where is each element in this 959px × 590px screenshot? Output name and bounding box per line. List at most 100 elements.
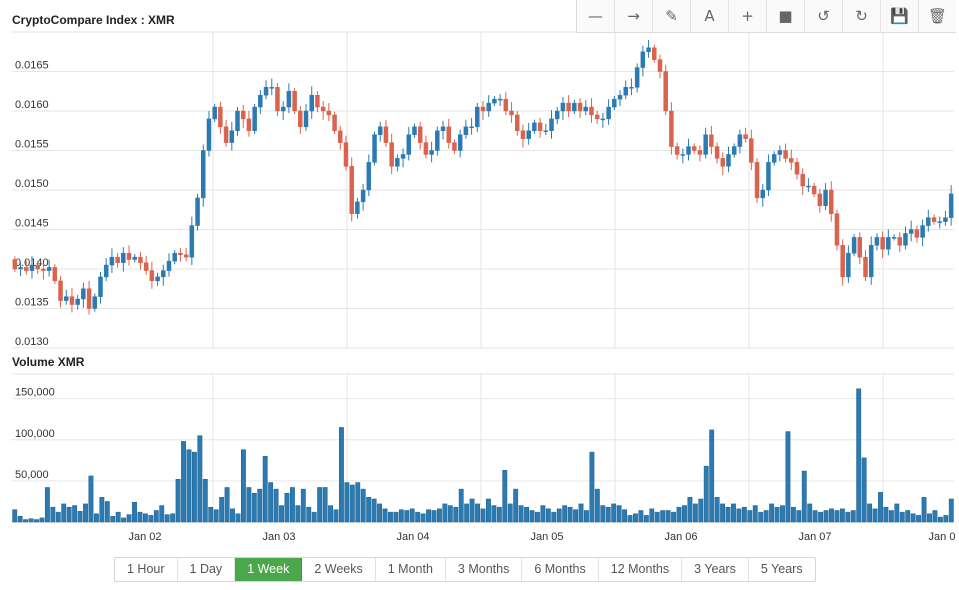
- candle: [98, 271, 103, 304]
- range-button[interactable]: 1 Month: [376, 558, 446, 581]
- candle: [857, 232, 863, 265]
- candle: [92, 293, 98, 312]
- range-button[interactable]: 1 Hour: [115, 558, 178, 581]
- range-button[interactable]: 3 Months: [446, 558, 523, 581]
- drawing-toolbar: — → ✎ A + ■ ↺ ↻ 💾 🗑: [576, 0, 956, 33]
- volume-bar: [306, 506, 312, 523]
- candle: [840, 239, 845, 286]
- volume-bar: [780, 505, 785, 523]
- candle: [155, 272, 160, 286]
- volume-bar: [279, 505, 284, 523]
- candle: [920, 219, 925, 247]
- range-button[interactable]: 5 Years: [760, 562, 803, 576]
- volume-bar: [257, 488, 263, 523]
- volume-bar: [262, 455, 268, 523]
- candle: [18, 262, 23, 276]
- x-tick-label: Jan 05: [530, 531, 563, 543]
- candle: [423, 135, 429, 159]
- volume-bar: [649, 508, 655, 523]
- volume-bar: [545, 508, 551, 523]
- candle: [680, 148, 686, 164]
- candle: [286, 83, 292, 114]
- volume-bar: [28, 518, 34, 523]
- candle: [703, 127, 708, 159]
- volume-bar: [905, 510, 911, 523]
- plus-icon[interactable]: +: [729, 0, 767, 32]
- volume-tick-label: 100,000: [15, 428, 55, 440]
- price-tick-label: 0.0155: [15, 139, 49, 151]
- candle: [292, 88, 297, 115]
- chart-area: CryptoCompare Index : XMR 0.0130 0.0135 0.…: [12, 13, 955, 543]
- candle: [794, 158, 800, 180]
- candle: [600, 112, 606, 128]
- volume-bar: [834, 510, 840, 523]
- candle: [223, 119, 229, 147]
- volume-bar: [584, 510, 589, 523]
- volume-bar: [224, 487, 230, 523]
- volume-bar: [518, 505, 524, 523]
- candle: [583, 100, 589, 116]
- volume-bar: [932, 510, 938, 523]
- volume-bar: [682, 505, 687, 523]
- candle: [149, 261, 155, 289]
- volume-bar: [709, 429, 715, 523]
- candle: [463, 119, 469, 139]
- candle: [937, 216, 942, 229]
- undo-icon[interactable]: ↺: [805, 0, 843, 32]
- range-button[interactable]: 1 Day: [178, 558, 236, 581]
- volume-bar: [698, 498, 704, 523]
- text-icon[interactable]: A: [691, 0, 729, 32]
- candle: [554, 106, 560, 124]
- range-button[interactable]: 6 Months: [522, 558, 599, 581]
- volume-bar: [317, 487, 323, 523]
- candle: [537, 117, 543, 138]
- range-button[interactable]: 3 Years: [682, 558, 749, 581]
- volume-bar: [676, 506, 682, 523]
- candle: [315, 91, 320, 113]
- volume-bar: [818, 511, 824, 523]
- candle: [383, 119, 389, 147]
- trash-icon[interactable]: 🗑: [927, 7, 948, 25]
- candle: [178, 248, 183, 262]
- volume-bar: [529, 510, 535, 523]
- candle: [412, 123, 417, 138]
- candle: [709, 125, 714, 155]
- candle: [212, 103, 217, 123]
- arrow-right-icon[interactable]: →: [615, 0, 653, 32]
- stop-icon[interactable]: ■: [767, 0, 805, 32]
- x-tick-label: Jan 07: [798, 531, 831, 543]
- volume-bar: [88, 475, 94, 523]
- volume-bar: [731, 503, 736, 523]
- candle: [349, 157, 354, 222]
- range-button[interactable]: 12 Months: [599, 558, 683, 581]
- volume-bar: [921, 497, 927, 523]
- candle: [303, 104, 309, 131]
- candle: [132, 253, 137, 263]
- volume-bar: [790, 506, 796, 523]
- candle: [663, 64, 668, 116]
- volume-bar: [671, 511, 677, 523]
- candle: [800, 168, 805, 195]
- candle: [469, 117, 474, 135]
- candle: [657, 54, 663, 79]
- candle: [52, 264, 58, 285]
- pencil-icon[interactable]: ✎: [653, 0, 691, 32]
- candle: [572, 99, 577, 115]
- candle: [874, 233, 880, 251]
- candle: [229, 121, 235, 151]
- candle: [766, 154, 771, 197]
- volume-bar: [502, 469, 508, 523]
- candle: [497, 94, 503, 107]
- candle: [606, 99, 611, 125]
- volume-bar: [633, 513, 638, 523]
- range-button[interactable]: 2 Weeks: [302, 558, 376, 581]
- line-minus-icon[interactable]: —: [577, 0, 615, 32]
- volume-bar: [540, 505, 546, 523]
- volume-bar: [284, 492, 290, 523]
- save-icon[interactable]: 💾: [881, 0, 919, 32]
- x-tick-label: Jan 06: [664, 531, 697, 543]
- candle: [931, 214, 937, 225]
- range-button[interactable]: 1 Week: [235, 558, 303, 581]
- volume-bar: [44, 487, 50, 523]
- redo-icon[interactable]: ↻: [843, 0, 881, 32]
